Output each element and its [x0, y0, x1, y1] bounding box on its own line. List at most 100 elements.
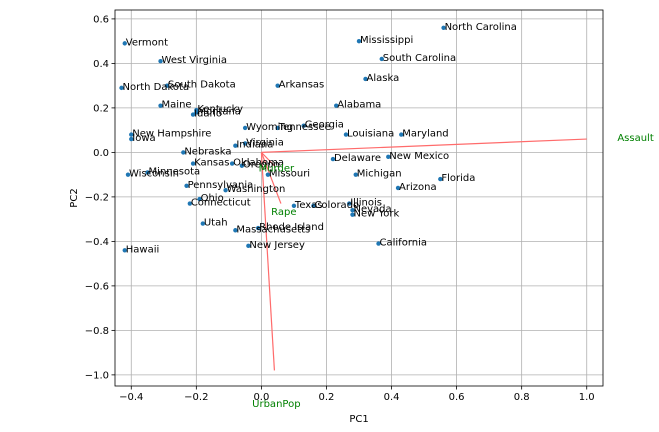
point-label: South Dakota — [168, 80, 236, 91]
point-california — [376, 241, 381, 246]
y-tick-label: −0.2 — [85, 192, 109, 203]
point-label: Florida — [441, 173, 475, 184]
point-label: Arkansas — [279, 80, 325, 91]
point-new-jersey — [246, 243, 251, 249]
point-label: New York — [353, 209, 399, 220]
grid-lines — [115, 10, 603, 386]
point-montana — [194, 110, 199, 115]
point-new-york — [350, 212, 355, 217]
point-north-dakota — [119, 85, 124, 91]
point-south-dakota — [164, 83, 170, 88]
point-label: Indiana — [236, 140, 273, 151]
point-label: Georgia — [305, 120, 344, 131]
point-label: Ohio — [201, 193, 224, 204]
point-wisconsin — [125, 172, 131, 177]
y-tick-label: −1.0 — [85, 370, 109, 381]
point-label: Nevada — [353, 204, 391, 215]
x-tick-label: 0.6 — [449, 392, 465, 403]
point-label: Delaware — [334, 153, 381, 164]
point-label: North Carolina — [445, 22, 517, 33]
point-label: Idaho — [194, 109, 222, 120]
point-label: Maryland — [402, 129, 448, 140]
point-hawaii — [122, 248, 127, 253]
x-axis-ticks: −0.4 −0.2 0.0 0.2 0.4 0.6 0.8 1.0 — [119, 386, 595, 403]
point-kansas — [190, 161, 196, 166]
point-nevada — [350, 208, 355, 213]
x-tick-label: 0.4 — [384, 392, 400, 403]
point-label: Hawaii — [126, 244, 160, 255]
x-tick-label: −0.4 — [119, 392, 143, 403]
point-mississippi — [356, 38, 362, 44]
point-label: Tennessee — [278, 122, 331, 133]
point-label: Oklahoma — [233, 158, 284, 169]
point-nebraska — [181, 150, 186, 155]
loading-label-urbanpop: UrbanPop — [252, 399, 300, 410]
point-label: Connecticut — [191, 198, 251, 209]
point-label: Nebraska — [184, 146, 231, 157]
point-ohio — [197, 196, 202, 202]
point-label: Pennsylvania — [188, 180, 254, 191]
point-label: Rhode Island — [259, 222, 324, 233]
loading-label-assault: Assault — [617, 133, 654, 144]
x-tick-label: 0.2 — [319, 392, 335, 403]
point-label: Kansas — [194, 158, 229, 169]
y-tick-label: 0.2 — [93, 103, 109, 114]
point-label: Arizona — [399, 182, 437, 193]
point-label: Missouri — [269, 169, 310, 180]
point-north-carolina — [441, 25, 446, 30]
loading-label-rape: Rape — [271, 207, 296, 218]
point-label: Wyoming — [246, 122, 293, 133]
point-maryland — [399, 132, 404, 137]
y-tick-label: −0.8 — [85, 326, 109, 337]
point-alaska — [363, 76, 368, 82]
y-tick-label: −0.4 — [85, 237, 109, 248]
point-washington — [223, 188, 228, 193]
loading-arrow-murder — [260, 151, 275, 167]
point-label: Alabama — [337, 100, 381, 111]
point-label: Vermont — [126, 37, 168, 48]
plot-frame — [114, 9, 604, 387]
point-west-virginia — [158, 58, 163, 64]
point-minnesota — [145, 170, 150, 175]
point-label: Louisiana — [347, 129, 394, 140]
point-label: Montana — [197, 106, 241, 117]
point-wyoming — [242, 125, 248, 131]
x-tick-label: 0.0 — [253, 392, 269, 403]
point-label: Texas — [294, 200, 323, 211]
point-label: Iowa — [132, 133, 155, 144]
point-new-hampshire — [129, 132, 134, 137]
point-label: New Mexico — [389, 151, 449, 162]
point-label: Michigan — [357, 169, 402, 180]
y-axis-ticks: −1.0 −0.8 −0.6 −0.4 −0.2 0.0 0.2 0.4 0.6 — [85, 14, 115, 381]
point-label: Mississippi — [360, 35, 413, 46]
x-tick-label: −0.2 — [184, 392, 208, 403]
y-tick-label: 0.4 — [93, 59, 109, 70]
point-missouri — [265, 172, 271, 177]
point-label: Oregon — [243, 160, 280, 171]
point-arkansas — [275, 83, 280, 88]
point-label: Colorado — [314, 200, 359, 211]
point-label: North Dakota — [123, 82, 190, 93]
point-oregon — [239, 163, 245, 168]
point-iowa — [129, 136, 134, 142]
point-label: Kentucky — [197, 104, 243, 115]
point-new-mexico — [386, 154, 391, 160]
point-virginia — [242, 141, 248, 146]
point-massachusetts — [233, 228, 238, 233]
point-oklahoma — [229, 161, 235, 166]
point-label: Utah — [204, 218, 228, 229]
point-delaware — [330, 156, 336, 162]
x-tick-label: 0.8 — [514, 392, 530, 403]
point-texas — [291, 203, 297, 208]
point-label: South Carolina — [383, 53, 456, 64]
point-idaho — [190, 112, 196, 117]
point-label: New Hampshire — [132, 129, 211, 140]
loading-arrow-rape — [260, 152, 282, 204]
x-axis-label: PC1 — [349, 414, 368, 425]
y-axis-label: PC2 — [69, 188, 80, 207]
point-label: Maine — [162, 100, 192, 111]
x-tick-label: 1.0 — [579, 392, 595, 403]
data-points — [119, 25, 446, 253]
